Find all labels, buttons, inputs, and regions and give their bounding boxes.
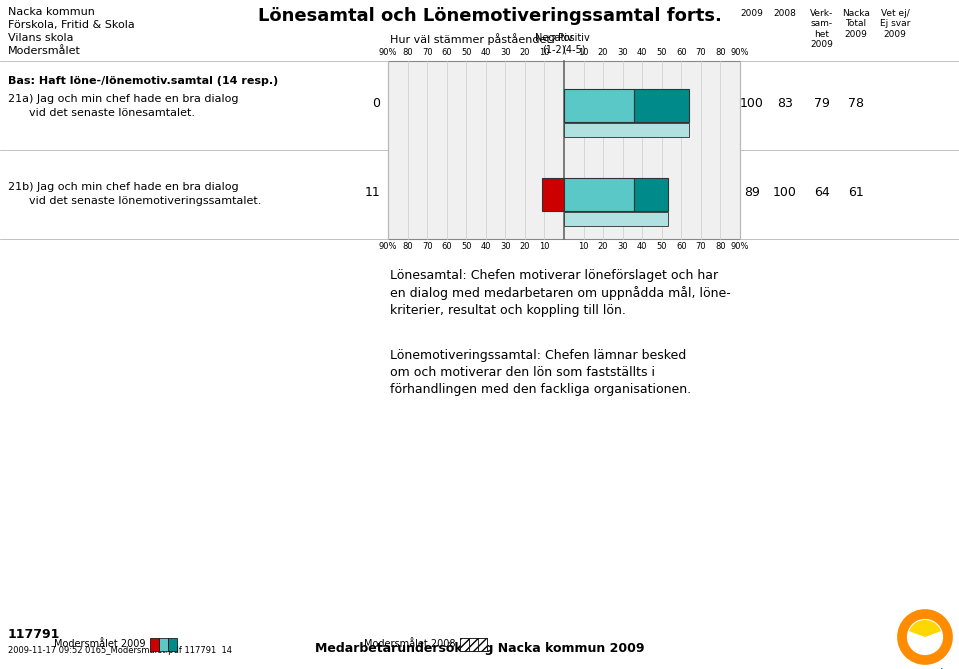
Text: 70: 70	[422, 48, 433, 57]
Bar	[564, 211, 667, 225]
Text: Bas: Haft löne-/lönemotiv.samtal (14 resp.): Bas: Haft löne-/lönemotiv.samtal (14 res…	[8, 76, 278, 86]
Text: 2009: 2009	[740, 9, 763, 18]
Text: Nacka kommun: Nacka kommun	[8, 7, 95, 17]
Text: 0: 0	[372, 97, 380, 110]
Text: 30: 30	[500, 242, 510, 251]
Text: Hur väl stämmer påståendet?: Hur väl stämmer påståendet?	[390, 33, 556, 45]
Text: 50: 50	[461, 48, 472, 57]
Text: Lönemotiveringssamtal: Chefen lämnar besked
om och motiverar den lön som faststä: Lönemotiveringssamtal: Chefen lämnar bes…	[390, 349, 691, 396]
Text: 40: 40	[637, 242, 647, 251]
Text: 117791: 117791	[8, 628, 60, 641]
Bar	[469, 638, 478, 650]
Text: 10: 10	[578, 48, 589, 57]
Text: 80: 80	[402, 242, 413, 251]
Text: 40: 40	[480, 48, 491, 57]
Text: 21b) Jag och min chef hade en bra dialog: 21b) Jag och min chef hade en bra dialog	[8, 183, 239, 193]
Text: 83: 83	[777, 97, 793, 110]
Text: 89: 89	[744, 186, 760, 199]
Text: Medarbetarundersökning Nacka kommun 2009: Medarbetarundersökning Nacka kommun 2009	[316, 642, 644, 655]
Text: 60: 60	[676, 242, 687, 251]
Text: 90%: 90%	[379, 48, 397, 57]
Text: Positiv
(4-5): Positiv (4-5)	[558, 33, 590, 55]
Text: 61: 61	[848, 186, 864, 199]
Text: 90%: 90%	[379, 242, 397, 251]
Bar	[478, 638, 487, 650]
Text: 20: 20	[520, 242, 530, 251]
Text: 20: 20	[597, 48, 608, 57]
Text: 2008: 2008	[774, 9, 796, 18]
Text: Negativ
(1-2): Negativ (1-2)	[535, 33, 573, 55]
Bar	[635, 179, 667, 211]
Text: 10: 10	[539, 242, 550, 251]
Text: 30: 30	[500, 48, 510, 57]
Text: 80: 80	[402, 48, 413, 57]
Text: 79: 79	[814, 97, 830, 110]
Text: 64: 64	[814, 186, 830, 199]
Bar	[564, 122, 690, 136]
Text: Vet ej/
Ej svar
2009: Vet ej/ Ej svar 2009	[879, 9, 910, 39]
Text: 50: 50	[461, 242, 472, 251]
Text: 11: 11	[364, 186, 380, 199]
Text: Nacka
Total
2009: Nacka Total 2009	[842, 9, 870, 39]
Text: Modersmålet: Modersmålet	[8, 46, 81, 56]
Text: 10: 10	[578, 242, 589, 251]
Text: 78: 78	[848, 97, 864, 110]
Text: 60: 60	[441, 48, 452, 57]
Bar	[159, 638, 168, 650]
Bar	[388, 61, 740, 239]
Text: vid det senaste lönemotiveringssamtalet.: vid det senaste lönemotiveringssamtalet.	[8, 197, 262, 207]
Text: 2009-11-17 09:52 0165_Modersmålet.pdf 117791  14: 2009-11-17 09:52 0165_Modersmålet.pdf 11…	[8, 645, 232, 655]
Text: 60: 60	[676, 48, 687, 57]
Text: vid det senaste lönesamtalet.: vid det senaste lönesamtalet.	[8, 108, 195, 118]
Text: Vilans skola: Vilans skola	[8, 33, 74, 43]
Text: Lönesamtal och Lönemotiveringssamtal forts.: Lönesamtal och Lönemotiveringssamtal for…	[258, 7, 722, 25]
Text: 21a) Jag och min chef hade en bra dialog: 21a) Jag och min chef hade en bra dialog	[8, 94, 239, 104]
Text: 60: 60	[441, 242, 452, 251]
Text: 70: 70	[422, 242, 433, 251]
Text: 50: 50	[657, 48, 667, 57]
Text: Förskola, Fritid & Skola: Förskola, Fritid & Skola	[8, 20, 135, 30]
Text: 30: 30	[618, 48, 628, 57]
Text: Modersmålet 2008: Modersmålet 2008	[364, 639, 456, 649]
Bar	[635, 90, 690, 122]
Bar	[460, 638, 469, 650]
Bar	[543, 179, 564, 211]
Text: 70: 70	[695, 242, 706, 251]
Text: 30: 30	[618, 242, 628, 251]
Text: Lönesamtal: Chefen motiverar löneförslaget och har
en dialog med medarbetaren om: Lönesamtal: Chefen motiverar löneförslag…	[390, 269, 731, 317]
Text: 40: 40	[480, 242, 491, 251]
Text: 40: 40	[637, 48, 647, 57]
Text: 20: 20	[520, 48, 530, 57]
Text: 10: 10	[539, 48, 550, 57]
Bar	[150, 638, 159, 650]
Bar	[460, 638, 487, 650]
Wedge shape	[909, 620, 941, 637]
Text: Verk-
sam-
het
2009: Verk- sam- het 2009	[810, 9, 833, 50]
Bar	[564, 179, 635, 211]
Text: 90%: 90%	[731, 242, 749, 251]
Bar	[168, 638, 177, 650]
Text: 80: 80	[715, 242, 726, 251]
Text: 70: 70	[695, 48, 706, 57]
Text: 80: 80	[715, 48, 726, 57]
Text: Modersmålet 2009: Modersmålet 2009	[55, 639, 146, 649]
Text: 50: 50	[657, 242, 667, 251]
Text: 100: 100	[740, 97, 764, 110]
Text: 20: 20	[597, 242, 608, 251]
Text: synovate: synovate	[898, 667, 952, 669]
Bar	[564, 90, 635, 122]
Text: 90%: 90%	[731, 48, 749, 57]
Text: 100: 100	[773, 186, 797, 199]
